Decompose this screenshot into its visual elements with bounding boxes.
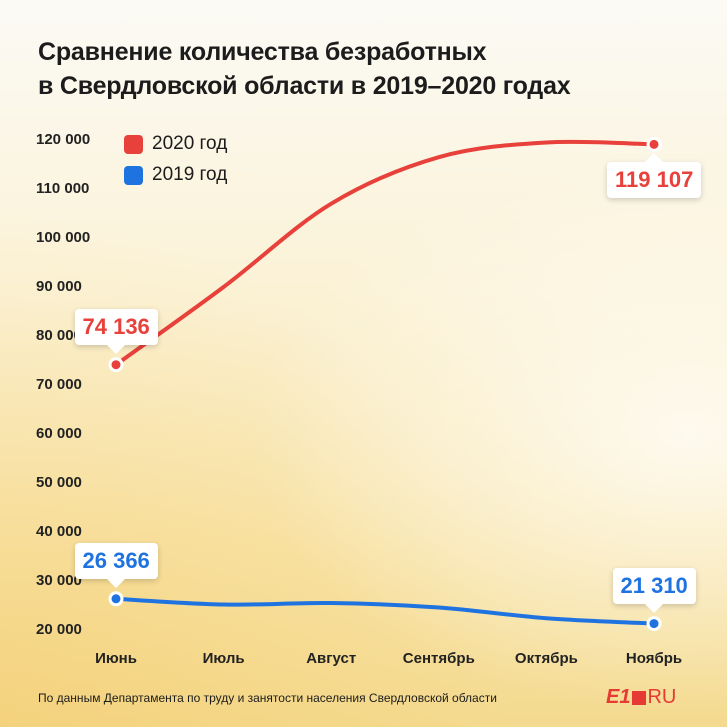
x-tick-label: Июль xyxy=(202,650,245,667)
y-tick-label: 100 000 xyxy=(36,229,91,246)
logo-square-icon xyxy=(632,690,647,705)
source-note: По данным Департамента по труду и занято… xyxy=(38,691,497,705)
data-point-marker xyxy=(108,357,124,373)
chart-title-line-2: в Свердловской области в 2019–2020 годах xyxy=(38,72,571,100)
y-tick-label: 70 000 xyxy=(36,376,82,393)
legend-swatch-2019 xyxy=(124,165,143,185)
legend-swatch-2020 xyxy=(124,134,143,154)
data-label: 21 310 xyxy=(612,567,696,613)
data-point-marker xyxy=(646,616,662,632)
data-label: 26 366 xyxy=(74,542,158,588)
series-line-2020 xyxy=(114,139,656,367)
legend-label-2020: 2020 год xyxy=(152,133,228,154)
legend-item-2019: 2019 год xyxy=(124,163,227,187)
chart-title-line-1: Сравнение количества безработных xyxy=(38,38,487,66)
legend-item-2020: 2020 год xyxy=(124,132,227,156)
legend-label-2019: 2019 год xyxy=(152,164,228,185)
y-tick-label: 80 000 xyxy=(36,327,82,344)
data-point-marker xyxy=(646,136,662,152)
x-tick-label: Июнь xyxy=(95,650,137,667)
y-tick-label: 110 000 xyxy=(36,180,90,197)
chart-title: Сравнение количества безработных в Сверд… xyxy=(38,35,571,103)
y-tick-label: 60 000 xyxy=(36,425,82,442)
y-tick-label: 40 000 xyxy=(36,523,82,540)
y-tick-label: 90 000 xyxy=(36,278,82,295)
series-line-2019 xyxy=(114,596,656,626)
y-tick-label: 20 000 xyxy=(36,621,82,638)
x-tick-label: Ноябрь xyxy=(625,650,683,667)
x-tick-label: Октябрь xyxy=(514,650,578,667)
data-point-marker xyxy=(108,591,124,607)
x-tick-label: Август xyxy=(306,650,357,667)
logo-ru-text: RU xyxy=(647,686,677,708)
logo-e1-text: E1 xyxy=(606,686,631,708)
e1-logo: E1 RU xyxy=(606,686,676,709)
y-tick-label: 120 000 xyxy=(36,131,91,148)
y-tick-label: 30 000 xyxy=(36,572,82,589)
data-label: 74 136 xyxy=(74,308,158,354)
x-tick-label: Сентябрь xyxy=(402,650,475,667)
y-tick-label: 50 000 xyxy=(36,474,82,491)
data-label: 119 107 xyxy=(607,153,702,199)
